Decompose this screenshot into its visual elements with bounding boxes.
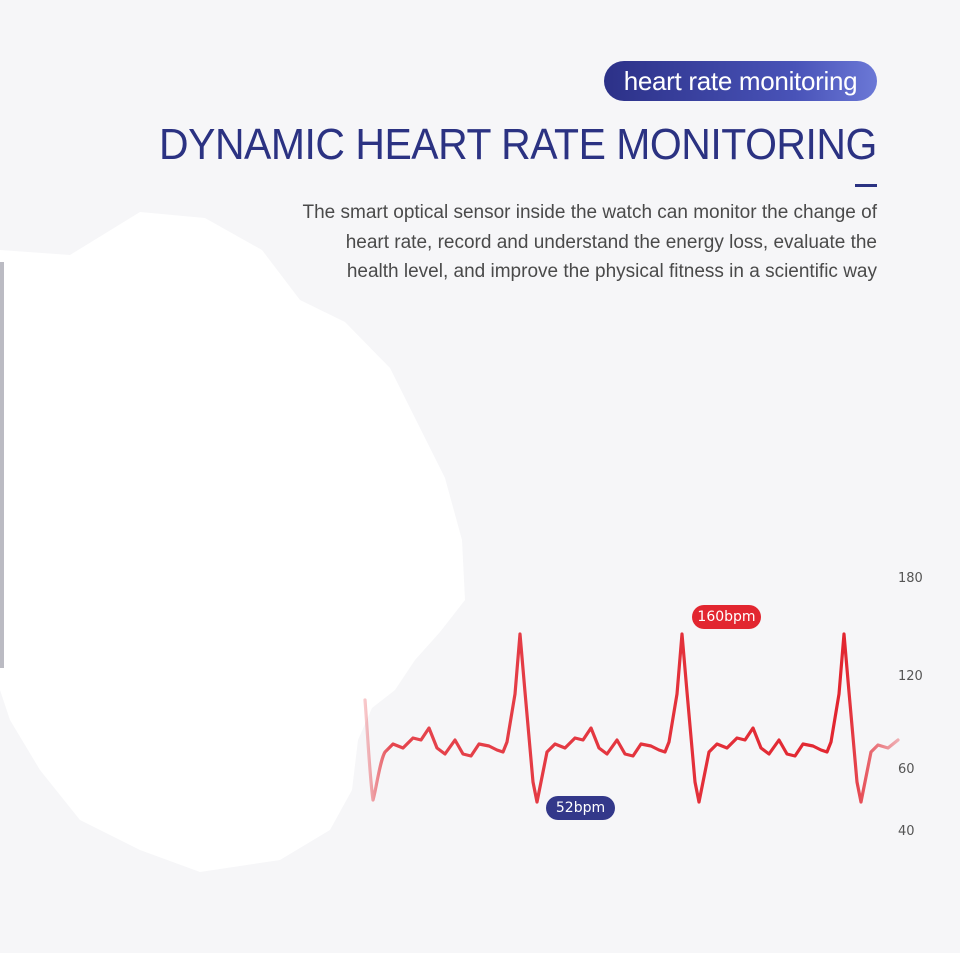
left-edge-strip: [0, 262, 4, 668]
description-line-3: health level, and improve the physical f…: [346, 261, 877, 282]
chart-grid: [345, 520, 905, 890]
description-line-2: heart rate, record and understand the en…: [345, 231, 877, 253]
description-line-1: The smart optical sensor inside the watc…: [302, 202, 877, 223]
max-bpm-badge: 160bpm: [692, 605, 761, 629]
y-tick-120: 120: [898, 669, 923, 684]
min-bpm-badge: 52bpm: [546, 796, 615, 820]
y-tick-60: 60: [898, 762, 915, 777]
y-tick-180: 180: [898, 571, 923, 586]
description: The smart optical sensor inside the watc…: [177, 198, 877, 287]
heart-rate-line: [363, 632, 900, 804]
y-tick-40: 40: [898, 824, 915, 839]
page-title: DYNAMIC HEART RATE MONITORING: [159, 120, 877, 169]
section-pill-badge: heart rate monitoring: [604, 61, 877, 101]
title-underline: [855, 184, 877, 187]
